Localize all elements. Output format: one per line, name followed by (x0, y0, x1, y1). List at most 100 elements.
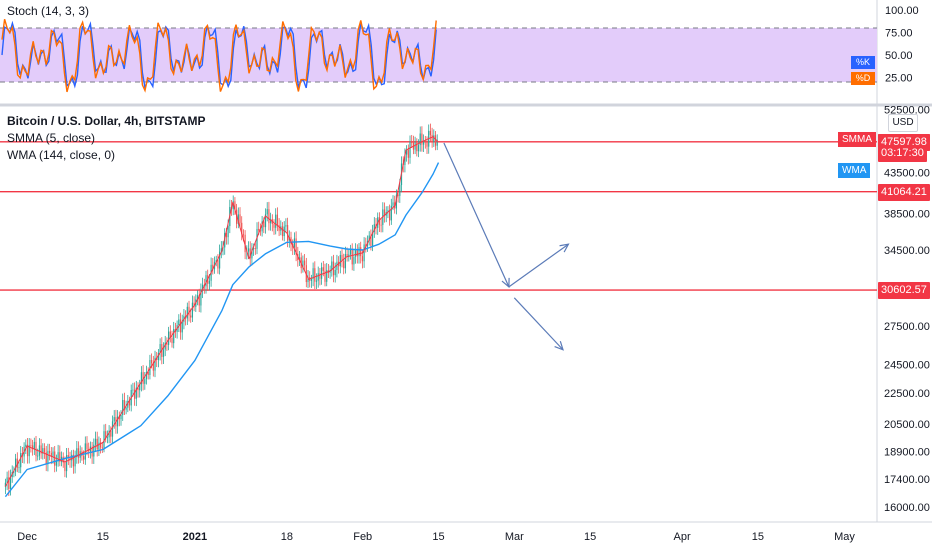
candle-body (152, 363, 154, 371)
stoch-k-badge: %K (851, 56, 875, 69)
candle-body (83, 456, 85, 460)
candle-body (263, 221, 265, 228)
candle-body (50, 452, 52, 457)
candle-body (358, 247, 360, 257)
candle-body (166, 342, 168, 345)
candle-body (278, 225, 280, 231)
candle-body (32, 445, 34, 450)
candle-body (399, 185, 401, 196)
candle-body (290, 237, 292, 244)
candle-body (409, 142, 411, 158)
price-tag: 30602.57 (878, 282, 930, 300)
candle-body (154, 357, 156, 371)
candle-body (74, 457, 76, 467)
candle-body (417, 145, 420, 152)
candle-body (406, 149, 408, 155)
smma-line (4, 136, 439, 487)
price-tick-label: 22500.00 (884, 388, 930, 400)
candle-body (351, 249, 353, 265)
smma-badge: SMMA (838, 132, 876, 148)
smma-legend[interactable]: SMMA (5, close) (7, 131, 96, 145)
candle-body (137, 387, 139, 391)
candle-body (302, 260, 304, 269)
candle-body (293, 238, 296, 248)
candle-body (411, 142, 413, 144)
candle-body (429, 130, 432, 135)
candle-body (266, 209, 268, 215)
candle-body (122, 399, 124, 415)
candle-body (98, 442, 100, 450)
candle-body (33, 441, 35, 450)
candle-body (241, 222, 243, 235)
candle-body (200, 290, 202, 306)
stoch-d-badge: %D (851, 72, 875, 85)
stoch-scale-label: 25.00 (885, 73, 913, 85)
candle-body (380, 224, 382, 226)
candle-body (372, 231, 374, 246)
candle-body (173, 329, 175, 344)
wma-legend[interactable]: WMA (144, close, 0) (7, 148, 116, 162)
candle-body (310, 278, 313, 281)
candle-body (140, 372, 143, 385)
candle-body (113, 417, 115, 422)
candle-body (419, 133, 421, 146)
candle-body (147, 372, 149, 375)
stoch-scale-label: 50.00 (885, 50, 913, 62)
candle-body (43, 448, 46, 453)
candle-body (16, 458, 18, 468)
projection-arrow-head (559, 243, 570, 253)
candle-body (264, 214, 267, 228)
candle-body (285, 225, 287, 227)
candle-body (101, 447, 103, 449)
projection-arrow (443, 142, 510, 288)
candle-body (416, 142, 418, 152)
candle-body (132, 389, 134, 391)
candle-body (42, 448, 44, 454)
candle-body (353, 256, 355, 265)
candle-body (314, 268, 316, 282)
price-tick-label: 20500.00 (884, 419, 930, 431)
stoch-legend[interactable]: Stoch (14, 3, 3) (7, 4, 90, 18)
candle-body (198, 295, 200, 306)
candle-body (66, 455, 68, 472)
candle-body (361, 256, 364, 262)
candle-body (205, 275, 207, 287)
candle-body (249, 248, 251, 259)
candle-body (135, 387, 137, 399)
candle-body (157, 352, 160, 360)
candle-body (336, 261, 338, 270)
candle-body (54, 451, 56, 466)
candle-body (193, 302, 195, 307)
candle-body (13, 471, 15, 473)
candle-body (45, 452, 47, 465)
candle-body (319, 273, 321, 279)
price-tick-label: 16000.00 (884, 502, 930, 514)
candle-body (196, 295, 199, 300)
candle-body (298, 257, 301, 261)
candle-body (25, 444, 27, 447)
candle-body (208, 280, 211, 284)
candle-body (270, 219, 272, 224)
price-tag: 03:17:30 (878, 145, 927, 162)
candle-body (254, 248, 256, 249)
stoch-scale-label: 75.00 (885, 28, 913, 40)
price-tick-label: 38500.00 (884, 208, 930, 220)
candle-body (355, 250, 357, 257)
candle-body (57, 452, 59, 462)
candle-body (383, 209, 386, 216)
stoch-band (0, 28, 877, 82)
time-tick-label: 15 (432, 531, 444, 543)
price-tick-label: 52500.00 (884, 105, 930, 117)
candle-body (142, 372, 144, 384)
candle-body (433, 135, 435, 142)
candle-body (47, 450, 49, 465)
candle-body (324, 270, 326, 282)
candle-body (339, 254, 341, 267)
candle-body (346, 254, 348, 258)
candle-body (390, 205, 392, 221)
currency-button[interactable]: USD (888, 114, 918, 132)
price-tick-label: 24500.00 (884, 359, 930, 371)
candle-body (105, 431, 107, 439)
time-tick-label: May (834, 531, 855, 543)
